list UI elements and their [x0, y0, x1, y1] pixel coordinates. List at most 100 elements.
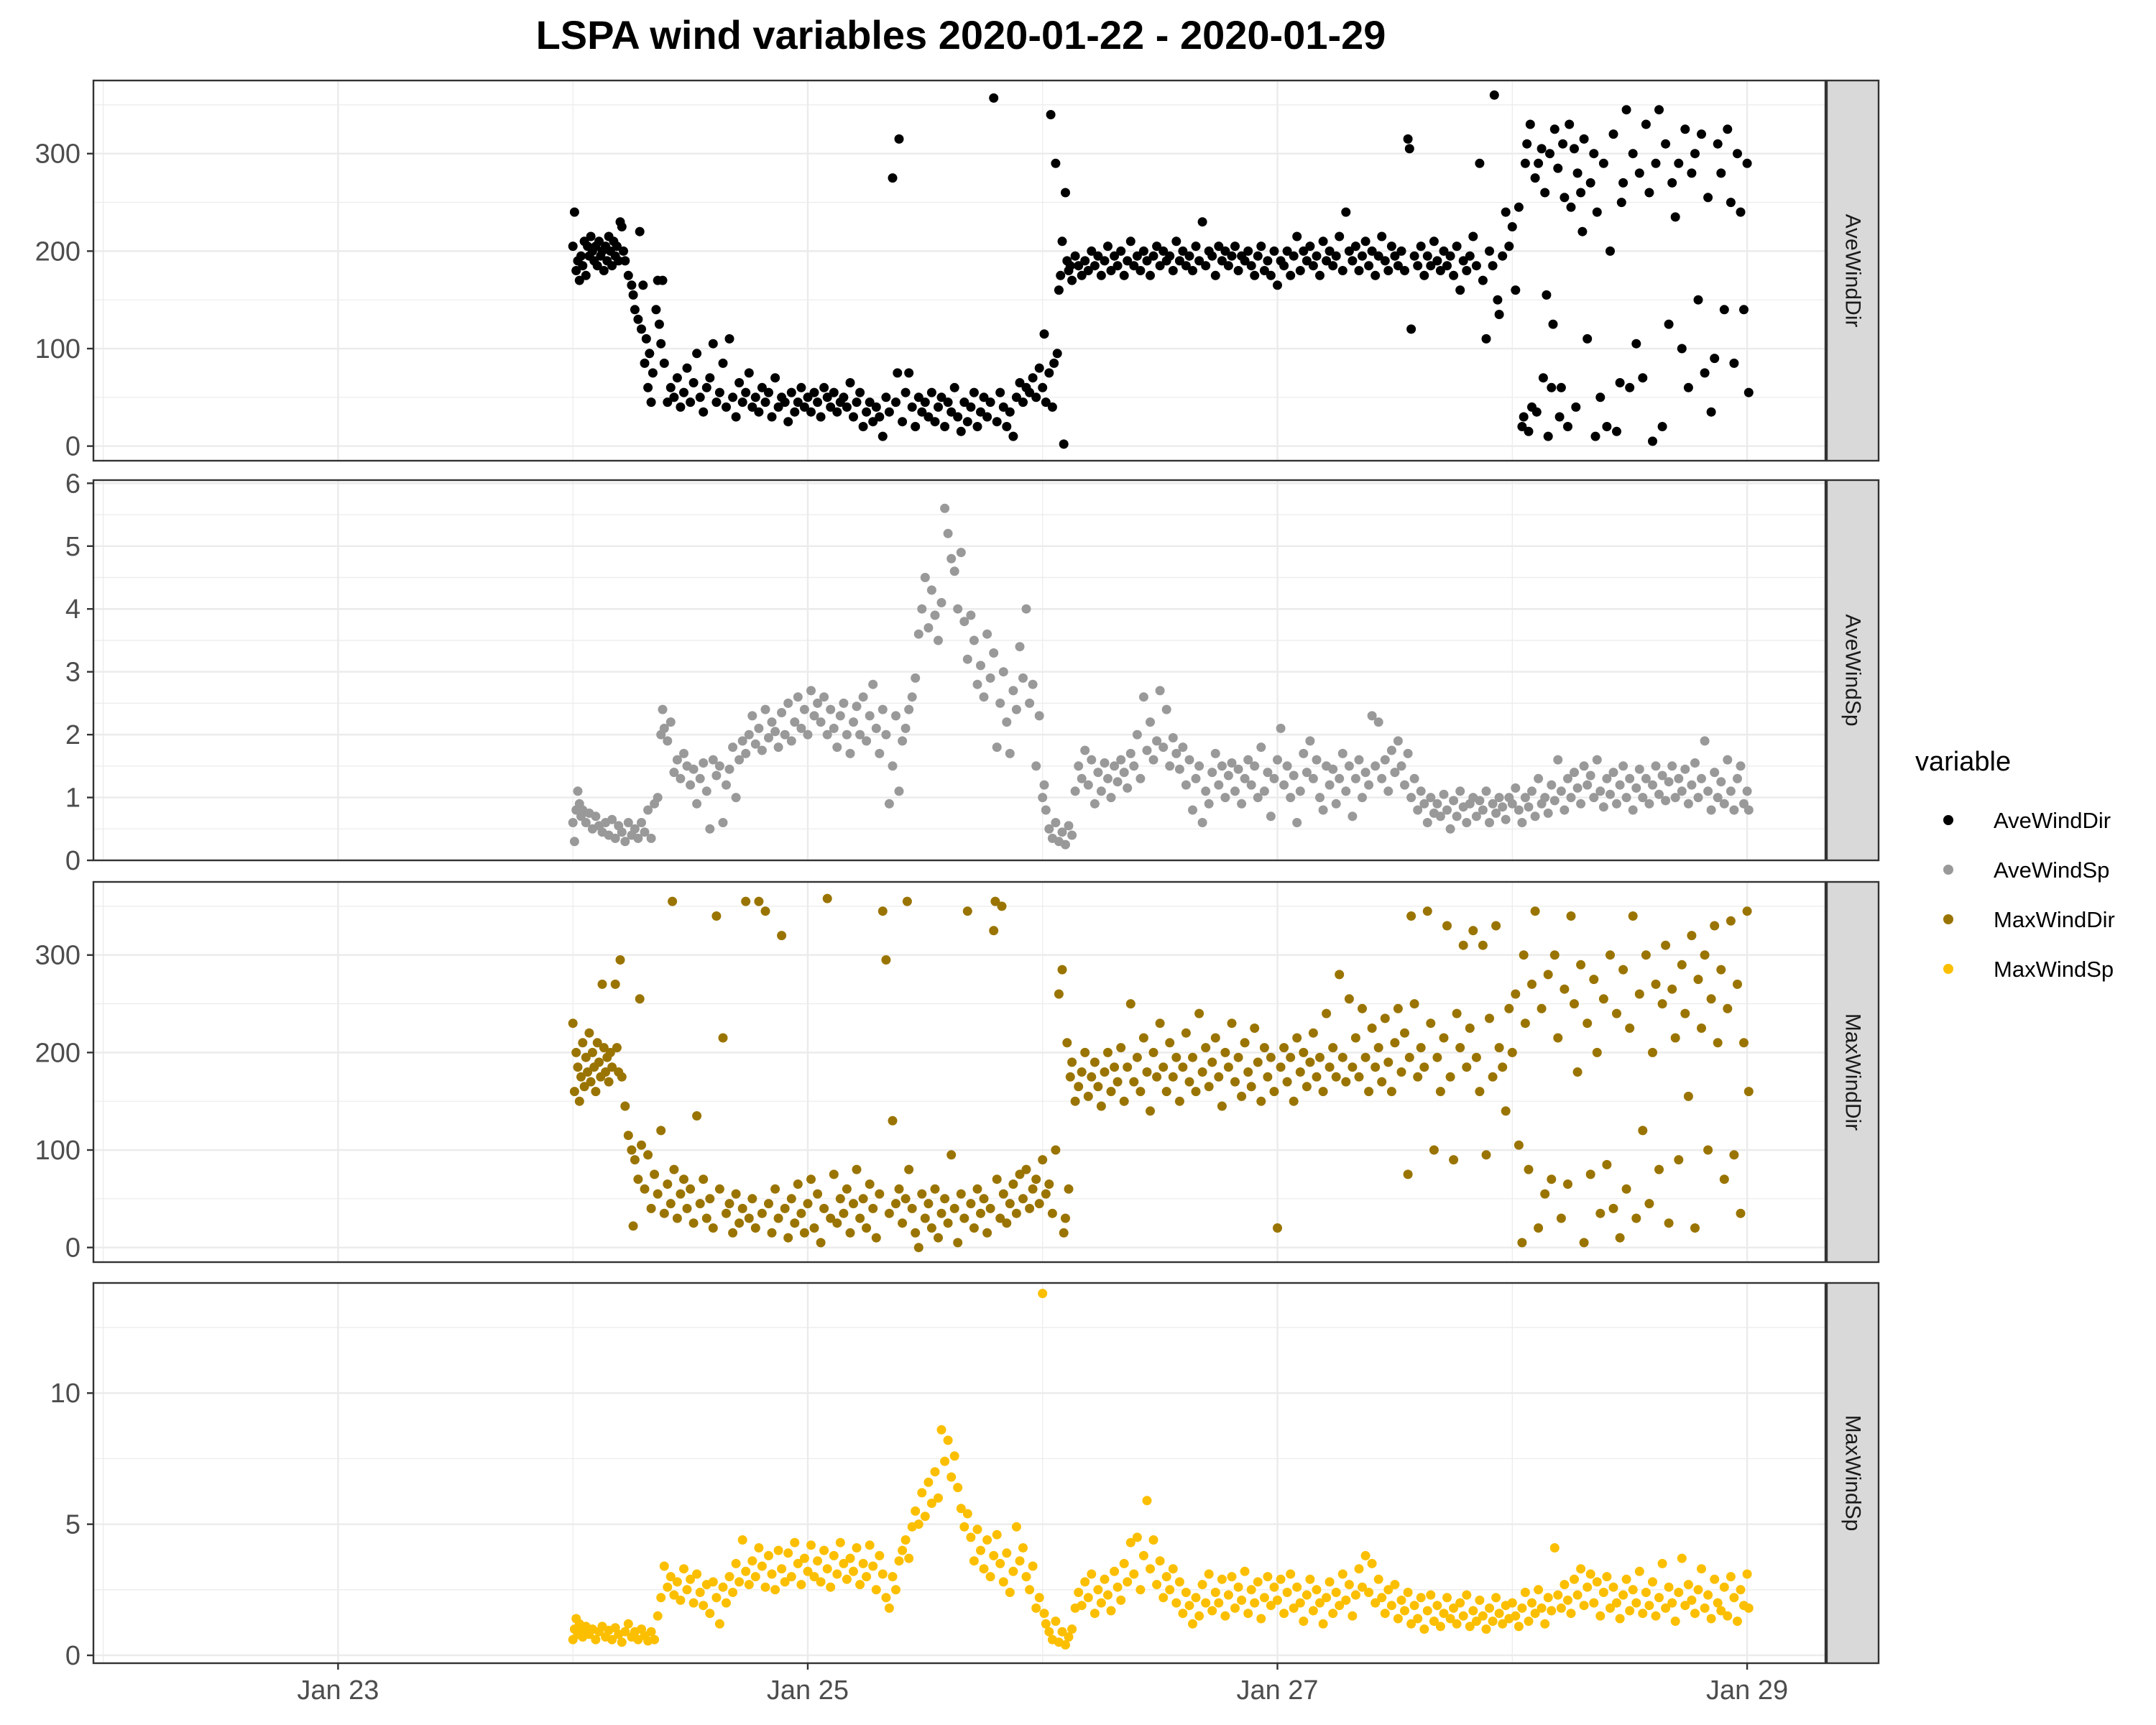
- data-point: [1054, 989, 1064, 999]
- data-point: [1034, 363, 1044, 373]
- data-point: [1608, 129, 1618, 139]
- data-point: [669, 1590, 679, 1600]
- data-point: [682, 363, 692, 373]
- data-point: [1049, 358, 1059, 368]
- data-point: [997, 901, 1007, 911]
- data-point: [1449, 1603, 1459, 1613]
- legend-key: [1943, 964, 1953, 974]
- data-point: [741, 896, 751, 906]
- data-point: [1223, 1062, 1233, 1072]
- data-point: [790, 717, 800, 727]
- data-point: [799, 704, 809, 714]
- data-point: [592, 1038, 602, 1048]
- data-point: [858, 1558, 868, 1568]
- data-point: [623, 1619, 633, 1629]
- data-point: [946, 1472, 957, 1482]
- data-point: [1233, 764, 1243, 774]
- data-point: [891, 711, 900, 721]
- data-point: [1015, 1169, 1025, 1179]
- data-point: [962, 417, 972, 427]
- data-point: [1465, 251, 1475, 261]
- data-point: [1481, 1150, 1491, 1160]
- data-point: [969, 1556, 979, 1566]
- data-point: [594, 236, 604, 247]
- data-point: [1494, 1043, 1504, 1053]
- data-point: [734, 1218, 745, 1228]
- data-point: [1256, 1096, 1266, 1106]
- data-point: [760, 1582, 770, 1592]
- data-point: [1350, 1590, 1360, 1600]
- data-point: [888, 761, 898, 771]
- data-point: [597, 979, 607, 989]
- data-point: [998, 1189, 1008, 1199]
- data-point: [612, 242, 622, 252]
- data-point: [1106, 1087, 1116, 1097]
- data-point: [1615, 1233, 1625, 1243]
- data-point: [1549, 1543, 1560, 1552]
- data-point: [1598, 158, 1608, 168]
- data-point: [1360, 1052, 1370, 1062]
- data-point: [920, 1213, 930, 1223]
- data-point: [959, 617, 969, 627]
- data-point: [599, 1043, 609, 1053]
- data-point: [1064, 1184, 1074, 1194]
- data-point: [783, 417, 793, 427]
- data-point: [1360, 768, 1370, 778]
- data-point: [959, 1522, 969, 1532]
- data-point: [630, 824, 640, 834]
- data-point: [998, 667, 1008, 677]
- data-point: [1739, 1038, 1749, 1048]
- data-point: [617, 1072, 627, 1082]
- data-point: [1390, 1580, 1400, 1590]
- data-point: [1201, 1598, 1211, 1608]
- data-point: [1005, 407, 1015, 417]
- data-point: [1641, 1588, 1651, 1597]
- data-point: [1710, 354, 1720, 364]
- data-point: [1527, 786, 1537, 796]
- data-point: [1733, 1616, 1742, 1627]
- data-point: [1080, 745, 1090, 755]
- data-point: [1576, 960, 1586, 970]
- data-point: [1579, 1238, 1589, 1248]
- data-point: [1135, 1087, 1146, 1097]
- data-point: [1445, 824, 1455, 834]
- data-point: [1667, 761, 1677, 771]
- data-point: [610, 979, 620, 989]
- data-point: [728, 1588, 738, 1597]
- data-point: [1697, 1024, 1706, 1033]
- data-point: [1158, 246, 1169, 256]
- data-point: [1146, 1564, 1155, 1574]
- data-point: [1025, 698, 1035, 708]
- data-point: [665, 382, 676, 392]
- data-point: [1383, 1585, 1393, 1595]
- data-point: [1067, 830, 1077, 840]
- legend-label: MaxWindSp: [1994, 957, 2114, 982]
- data-point: [679, 387, 688, 397]
- data-point: [1142, 745, 1152, 755]
- data-point: [1403, 1169, 1413, 1179]
- data-point: [1481, 334, 1491, 344]
- data-point: [1585, 770, 1595, 781]
- data-point: [1370, 1598, 1381, 1608]
- data-point: [1089, 1057, 1100, 1067]
- data-point: [1683, 1091, 1693, 1101]
- data-point: [1595, 1208, 1606, 1218]
- data-point: [628, 1221, 638, 1231]
- data-point: [1087, 1072, 1097, 1082]
- data-point: [1592, 755, 1602, 765]
- data-point: [793, 397, 803, 408]
- data-point: [1269, 246, 1279, 256]
- data-point: [1348, 1611, 1358, 1621]
- data-point: [926, 387, 936, 397]
- data-point: [842, 1184, 852, 1194]
- data-point: [1572, 168, 1583, 178]
- data-point: [773, 742, 783, 753]
- data-point: [708, 339, 718, 349]
- data-point: [1498, 251, 1508, 261]
- data-point: [1364, 1087, 1374, 1097]
- data-point: [1123, 1577, 1133, 1587]
- data-point: [1713, 1598, 1723, 1608]
- data-point: [1299, 246, 1309, 256]
- data-point: [1621, 105, 1631, 115]
- data-point: [881, 392, 891, 402]
